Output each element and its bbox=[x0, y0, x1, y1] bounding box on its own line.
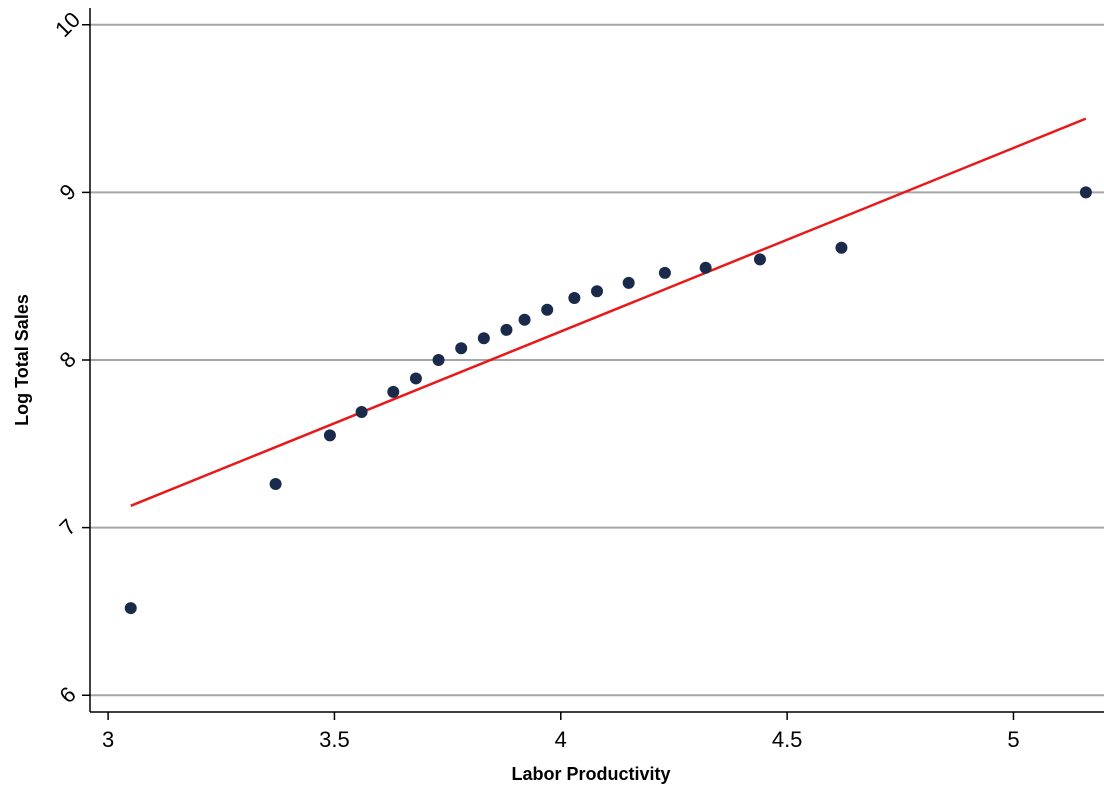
x-tick-label: 3.5 bbox=[319, 727, 350, 752]
data-point bbox=[541, 303, 554, 316]
x-tick-label: 4.5 bbox=[772, 727, 803, 752]
data-point bbox=[409, 372, 422, 385]
y-tick-label: 10 bbox=[50, 7, 85, 42]
data-point bbox=[500, 323, 513, 336]
data-point bbox=[568, 291, 581, 304]
data-point bbox=[355, 405, 368, 418]
data-point bbox=[477, 332, 490, 345]
x-tick-label: 4 bbox=[555, 727, 567, 752]
data-point bbox=[323, 429, 336, 442]
y-tick-label: 7 bbox=[54, 514, 80, 540]
fit-line-layer bbox=[130, 117, 1087, 507]
data-point bbox=[1079, 186, 1092, 199]
data-point bbox=[432, 354, 445, 366]
data-point bbox=[455, 342, 468, 355]
data-point bbox=[835, 241, 848, 254]
data-point bbox=[591, 285, 603, 298]
grid-lines bbox=[90, 23, 1104, 697]
data-point bbox=[387, 385, 400, 398]
data-point bbox=[699, 261, 712, 274]
y-tick-label: 6 bbox=[54, 682, 80, 708]
y-tick-label: 8 bbox=[54, 346, 80, 372]
y-axis-title: Log Total Sales bbox=[12, 294, 32, 426]
x-axis-title: Labor Productivity bbox=[511, 764, 670, 784]
points-layer bbox=[124, 186, 1092, 615]
data-point bbox=[658, 266, 671, 279]
fit-line bbox=[130, 117, 1087, 507]
x-tick-label: 3 bbox=[102, 727, 114, 752]
data-point bbox=[622, 276, 635, 289]
y-tick-label: 9 bbox=[54, 179, 80, 205]
data-point bbox=[518, 313, 531, 326]
x-tick-label: 5 bbox=[1007, 727, 1019, 752]
data-point bbox=[124, 602, 137, 615]
data-point bbox=[753, 253, 766, 266]
ticks: 6 7 8 9 10 3 3.5 4 4.5 5 bbox=[50, 7, 1019, 752]
data-point bbox=[269, 478, 282, 491]
